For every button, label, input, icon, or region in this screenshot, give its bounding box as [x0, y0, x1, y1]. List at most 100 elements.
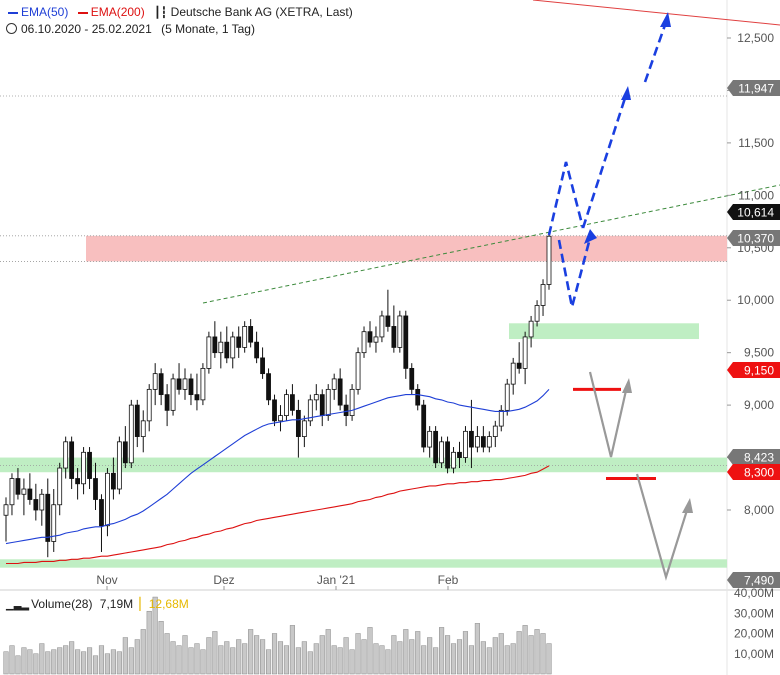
volume-bar	[540, 633, 546, 675]
grey-arrowhead-2	[682, 498, 693, 513]
volume-bar	[528, 635, 534, 675]
ema200-swatch	[77, 11, 88, 14]
volume-bar	[9, 645, 15, 675]
price-label-text: 10,370	[737, 232, 774, 246]
volume-bar	[98, 645, 105, 675]
candle-body	[457, 451, 462, 458]
scenario-arrowhead-3	[621, 86, 631, 100]
volume-bar	[146, 610, 152, 675]
ema200-line	[6, 465, 550, 565]
volume-bar	[122, 637, 128, 675]
candle-body	[403, 315, 409, 369]
price-label-tag	[727, 572, 780, 588]
candle-body	[397, 315, 403, 348]
volume-bar	[367, 627, 373, 675]
volume-bar	[81, 651, 87, 675]
candle-body	[540, 284, 546, 306]
support-zone-middle	[0, 457, 727, 473]
candle-body	[152, 373, 158, 390]
volume-bar	[289, 625, 295, 675]
candle-body	[164, 394, 170, 411]
candle-body	[522, 336, 528, 369]
bar-chart-icon: ▁▃▂	[6, 600, 30, 611]
volume-bar	[325, 629, 331, 675]
candle-body	[319, 394, 325, 417]
y-tick-label: 8,000	[744, 503, 774, 517]
candle-body	[212, 336, 218, 354]
price-label-text: 9,150	[744, 364, 774, 378]
volume-bar	[116, 651, 122, 675]
volume-bar	[373, 643, 379, 675]
volume-bar	[224, 641, 230, 675]
candle-body	[111, 472, 116, 490]
candle-body	[534, 305, 540, 322]
volume-bar	[134, 639, 140, 675]
candle-body	[313, 394, 319, 401]
volume-bar	[319, 635, 325, 675]
volume-bar	[242, 643, 248, 675]
volume-bar	[498, 633, 504, 675]
volume-bar	[75, 649, 81, 675]
candle-body	[510, 362, 516, 385]
upper-red-trendline	[532, 0, 780, 26]
candle-body	[379, 315, 385, 338]
volume-bar	[176, 645, 182, 675]
candle-body	[242, 326, 248, 348]
candle-body	[301, 420, 307, 437]
volume-bar	[504, 645, 510, 675]
volume-bar	[301, 641, 307, 675]
volume-value: 7,19M	[99, 597, 134, 611]
volume-bar	[534, 629, 540, 675]
candle-body	[498, 409, 504, 427]
candle-body	[546, 235, 552, 285]
volume-bar	[158, 621, 164, 675]
legend: EMA(50) EMA(200) ┃┇ Deutsche Bank AG (XE…	[8, 5, 353, 19]
volume-bar	[331, 645, 337, 675]
price-label-tag	[727, 80, 780, 96]
volume-bar	[277, 641, 284, 675]
candle-body	[331, 378, 337, 390]
volume-bar	[445, 635, 451, 675]
period: (5 Monate, 1 Tag)	[161, 22, 255, 36]
candle-body	[421, 404, 427, 448]
scenario-path-4	[643, 24, 667, 83]
volume-bar	[516, 631, 522, 675]
candle-body	[99, 499, 104, 527]
volume-bar	[27, 649, 33, 675]
candle-body	[182, 378, 188, 390]
x-tick-label: Nov	[96, 573, 117, 587]
volume-bar	[433, 647, 439, 675]
candle-body	[439, 441, 444, 464]
candle-body	[105, 472, 110, 527]
candle-body	[200, 367, 206, 401]
volume-tick-label: 30,00M	[734, 606, 774, 620]
price-label-tag	[727, 464, 780, 480]
candle-body	[218, 341, 224, 354]
support-zone-upper	[509, 323, 699, 340]
y-tick-label: 9,000	[744, 398, 774, 412]
volume-bar	[427, 637, 433, 675]
volume-bar	[361, 639, 367, 675]
price-label-text: 8,300	[744, 466, 774, 480]
volume-bar	[236, 639, 242, 675]
candle-body	[194, 394, 200, 401]
candle-body	[87, 451, 92, 479]
y-tick-label: 9,500	[744, 346, 774, 360]
volume-legend: ▁▃▂ Volume(28) 7,19M ▏12,68M	[6, 597, 189, 611]
candle-body	[355, 352, 361, 390]
volume-bar	[486, 647, 492, 675]
scenario-path-2	[557, 237, 592, 308]
volume-bar	[128, 647, 134, 675]
volume-bar	[313, 643, 319, 675]
candle-body	[349, 388, 355, 416]
volume-bar	[307, 651, 313, 675]
price-label-text: 11,947	[738, 82, 774, 96]
clock-icon	[6, 23, 17, 34]
candle-body	[504, 383, 510, 411]
y-tick-label: 12,500	[737, 31, 774, 45]
candle-body	[278, 415, 283, 422]
volume-bar	[110, 649, 116, 675]
candle-body	[224, 341, 230, 359]
volume-bar	[57, 647, 63, 675]
